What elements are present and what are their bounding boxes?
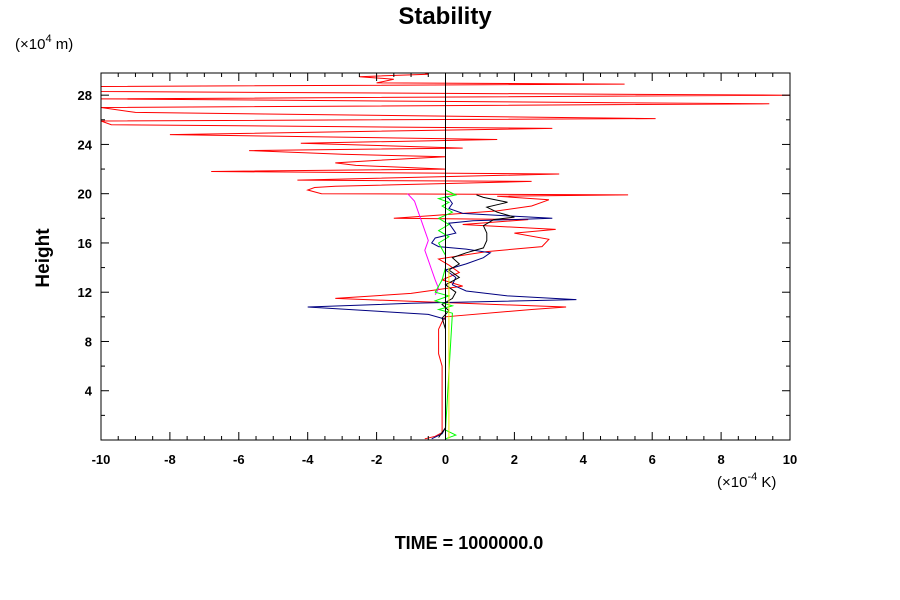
x-tick-label: -6	[233, 452, 245, 467]
y-axis-label: Height	[33, 228, 54, 288]
x-tick-label: 8	[717, 452, 724, 467]
y-tick-label: 8	[85, 334, 92, 349]
x-tick-label: -4	[302, 452, 314, 467]
x-tick-label: 2	[511, 452, 518, 467]
chart-title: Stability	[398, 3, 492, 30]
x-tick-label: 10	[783, 452, 797, 467]
x-tick-label: -10	[92, 452, 111, 467]
y-tick-label: 28	[78, 88, 92, 103]
x-tick-label: 6	[649, 452, 656, 467]
y-tick-label: 20	[78, 187, 92, 202]
y-tick-label: 16	[78, 236, 92, 251]
y-unit-label: (×104 m)	[15, 33, 73, 53]
time-footer: TIME = 1000000.0	[395, 533, 544, 553]
x-tick-label: -8	[164, 452, 176, 467]
x-tick-label: 0	[442, 452, 449, 467]
x-tick-label: 4	[580, 452, 588, 467]
y-tick-label: 4	[85, 384, 93, 399]
x-tick-label: -2	[371, 452, 383, 467]
series-line-3	[438, 194, 515, 438]
y-tick-label: 12	[78, 285, 92, 300]
x-unit-label: (×10-4 K)	[717, 471, 776, 491]
y-tick-label: 24	[78, 137, 93, 152]
series-line-4	[407, 193, 440, 295]
